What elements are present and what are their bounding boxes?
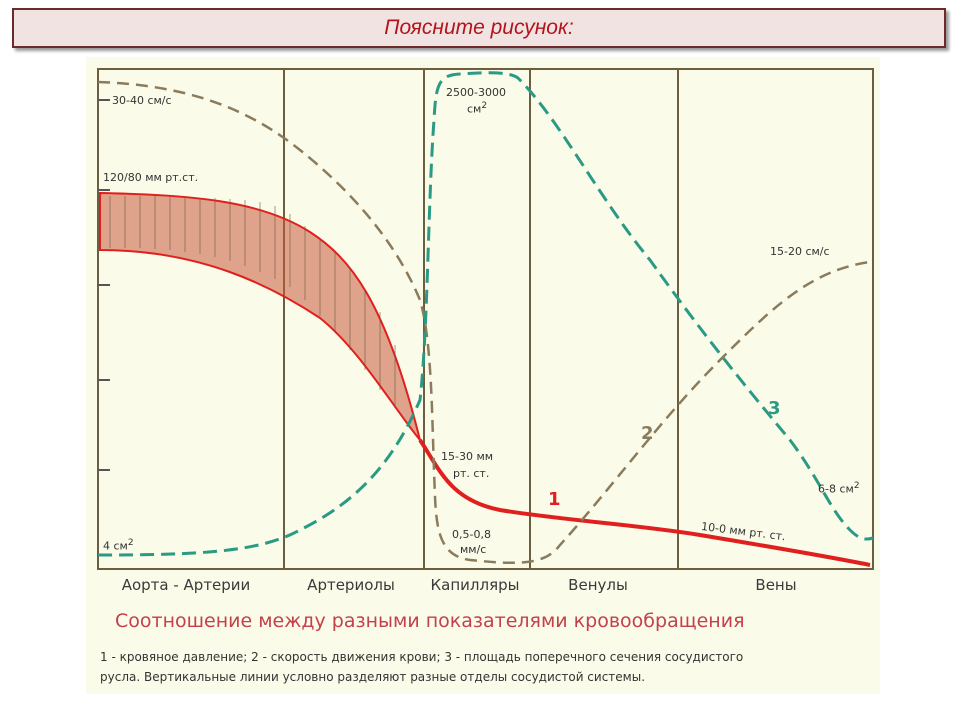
section-label-0: Аорта - Артерии	[121, 576, 251, 594]
speed-cap-label-2: мм/с	[460, 543, 487, 556]
pressure-cap-label-1: 15-30 мм	[441, 450, 494, 463]
speed-cap-label-1: 0,5-0,8	[452, 528, 491, 541]
pressure-cap-label-2: рт. ст.	[453, 467, 490, 480]
area-peak-unit-label: см2	[467, 101, 487, 116]
section-label-2: Капилляры	[430, 576, 520, 594]
legend-line-1: 1 - кровяное давление; 2 - скорость движ…	[100, 650, 744, 664]
section-dividers	[97, 68, 874, 570]
curve-number-area: 3	[768, 398, 781, 419]
speed-veins-label: 15-20 см/с	[770, 245, 830, 258]
pressure-start-label: 120/80 мм рт.ст.	[103, 171, 199, 184]
section-label-3: Венулы	[568, 576, 628, 594]
area-start-value: 4 см	[103, 539, 128, 553]
curve-number-speed: 2	[641, 423, 654, 444]
pressure-curve	[418, 438, 871, 567]
area-end-value: 6-8 см	[818, 482, 854, 496]
speed-curve	[97, 80, 871, 564]
axis-ticks	[98, 99, 110, 471]
area-peak-unit: см	[467, 102, 482, 116]
diagram-panel	[86, 57, 880, 694]
title-banner: Поясните рисунок:	[12, 8, 946, 48]
section-label-1: Артериолы	[307, 576, 395, 594]
speed-start-label: 30-40 см/с	[112, 94, 172, 107]
area-end-sup: 2	[853, 481, 860, 491]
area-peak-sup: 2	[481, 101, 488, 111]
section-label-4: Вены	[755, 576, 797, 594]
area-curve	[97, 71, 874, 557]
area-peak-label: 2500-3000	[446, 86, 506, 99]
area-start-sup: 2	[127, 538, 134, 548]
area-end-label: 6-8 см2	[818, 481, 860, 496]
pressure-band-hatch	[109, 196, 396, 408]
curve-number-pressure: 1	[548, 489, 561, 510]
area-start-label: 4 см2	[103, 538, 134, 553]
diagram-caption: Соотношение между разными показателями к…	[115, 610, 745, 632]
page-title: Поясните рисунок:	[384, 16, 574, 39]
legend-line-2: русла. Вертикальные линии условно раздел…	[100, 670, 646, 684]
